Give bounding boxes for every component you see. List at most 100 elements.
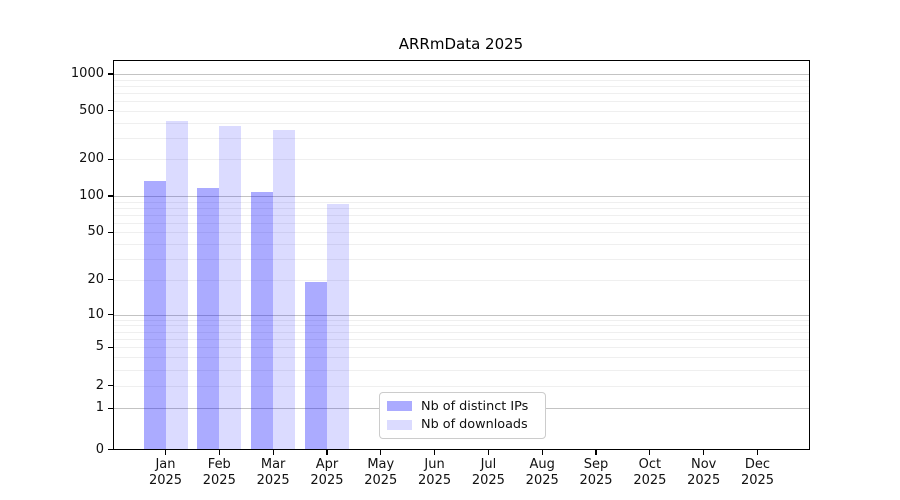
gridline-minor	[113, 159, 809, 161]
gridline-minor	[113, 201, 809, 203]
x-tick-month: Feb	[207, 457, 231, 472]
x-tick-month: May	[367, 457, 395, 472]
x-tick-label: Mar 2025	[241, 457, 305, 489]
legend-label-distinct-ips: Nb of distinct IPs	[421, 398, 529, 414]
bar-nb-of-distinct-ips-apr	[304, 282, 327, 450]
bar-nb-of-distinct-ips-mar	[251, 191, 274, 450]
x-tick-mark	[272, 450, 274, 455]
y-tick-label: 1000	[70, 65, 104, 81]
gridline-minor	[113, 279, 809, 281]
x-tick-mark	[649, 450, 651, 455]
x-tick-mark	[487, 450, 489, 455]
y-tick-label: 5	[95, 339, 104, 355]
x-tick-year: 2025	[740, 473, 775, 488]
gridline-minor	[113, 101, 809, 103]
x-tick-year: 2025	[310, 473, 344, 488]
gridline-minor	[113, 319, 809, 321]
y-tick-label: 2	[95, 377, 104, 393]
gridline-minor	[113, 85, 809, 87]
legend-swatch-distinct-ips	[387, 401, 412, 412]
x-tick-month: Oct	[638, 457, 662, 472]
x-tick-label: Feb 2025	[187, 457, 251, 489]
x-tick-year: 2025	[148, 473, 183, 488]
gridline-minor	[113, 232, 809, 234]
gridline-minor	[113, 214, 809, 216]
x-tick-label: Aug 2025	[510, 457, 574, 489]
y-tick-mark	[107, 158, 113, 160]
y-tick-mark	[107, 73, 113, 75]
y-tick-mark	[107, 231, 113, 234]
x-tick-year: 2025	[525, 473, 559, 488]
bar-nb-of-distinct-ips-feb	[197, 187, 220, 450]
bar-nb-of-downloads-mar	[273, 129, 296, 450]
y-tick-label: 10	[87, 306, 104, 322]
bar-nb-of-distinct-ips-jan	[143, 180, 166, 450]
x-tick-month: Dec	[744, 457, 771, 472]
x-tick-label: Dec 2025	[725, 457, 789, 489]
x-tick-year: 2025	[256, 473, 290, 488]
x-tick-month: Mar	[260, 457, 286, 472]
x-tick-mark	[433, 450, 436, 455]
y-tick-mark	[107, 279, 113, 281]
legend-item-downloads: Nb of downloads	[387, 417, 545, 432]
y-tick-mark	[107, 314, 113, 316]
gridline-minor	[113, 92, 809, 94]
x-tick-label: Jul 2025	[456, 457, 520, 489]
x-tick-mark	[164, 450, 167, 455]
x-tick-year: 2025	[471, 473, 505, 488]
gridline-major	[113, 73, 809, 75]
gridline-minor	[113, 339, 809, 341]
gridline-minor	[113, 110, 809, 112]
gridline-minor	[113, 122, 809, 124]
x-tick-label: Nov 2025	[672, 457, 736, 489]
x-tick-mark	[703, 450, 705, 455]
gridline-minor	[113, 369, 809, 371]
x-tick-mark	[218, 450, 220, 455]
x-tick-month: Jul	[480, 457, 497, 472]
y-tick-label: 200	[79, 151, 104, 167]
x-tick-year: 2025	[364, 473, 398, 488]
gridline-minor	[113, 207, 809, 209]
gridline-minor	[113, 79, 809, 81]
x-tick-year: 2025	[633, 473, 667, 488]
y-tick-label: 1	[95, 400, 104, 416]
x-tick-mark	[756, 450, 759, 455]
y-tick-mark	[107, 346, 113, 349]
gridline-minor	[113, 357, 809, 359]
bar-nb-of-downloads-apr	[326, 203, 349, 450]
x-tick-month: Sep	[583, 457, 609, 472]
x-tick-month: Jan	[155, 457, 176, 472]
legend-item-distinct-ips: Nb of distinct IPs	[387, 399, 545, 414]
bar-nb-of-downloads-feb	[219, 125, 242, 450]
chart-title: ARRmData 2025	[398, 35, 524, 53]
y-tick-label: 20	[87, 271, 104, 287]
x-tick-label: Sep 2025	[564, 457, 628, 489]
x-tick-year: 2025	[202, 473, 236, 488]
x-tick-month: Nov	[690, 457, 717, 472]
x-tick-label: May 2025	[349, 457, 413, 489]
bar-nb-of-downloads-jan	[165, 120, 188, 450]
x-tick-label: Apr 2025	[295, 457, 359, 489]
x-tick-label: Oct 2025	[618, 457, 682, 489]
y-tick-label: 100	[79, 188, 104, 204]
x-tick-month: Apr	[315, 457, 339, 472]
gridline-minor	[113, 259, 809, 261]
gridline-minor	[113, 222, 809, 224]
x-tick-year: 2025	[579, 473, 613, 488]
legend: Nb of distinct IPs Nb of downloads	[379, 392, 546, 439]
gridline-major	[113, 314, 809, 316]
x-tick-mark	[541, 450, 543, 455]
y-tick-mark	[107, 384, 113, 387]
gridline-minor	[113, 347, 809, 349]
x-tick-label: Jun 2025	[403, 457, 467, 489]
x-tick-mark	[326, 450, 328, 455]
y-tick-label: 0	[95, 441, 104, 457]
y-tick-mark	[107, 110, 113, 112]
gridline-minor	[113, 137, 809, 139]
y-tick-label: 50	[87, 224, 104, 240]
x-tick-mark	[595, 450, 597, 455]
x-tick-month: Aug	[529, 457, 555, 472]
y-tick-mark	[107, 407, 113, 410]
y-tick-label: 500	[79, 102, 104, 118]
